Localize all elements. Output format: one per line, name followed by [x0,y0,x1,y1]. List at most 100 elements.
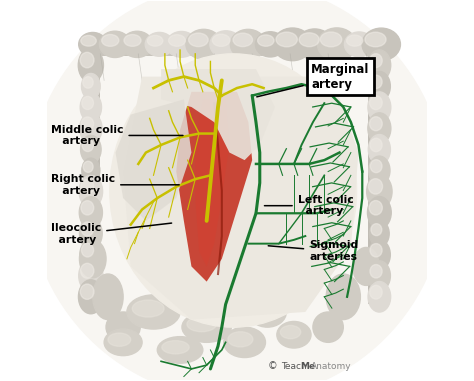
Ellipse shape [106,312,140,343]
Ellipse shape [318,28,356,61]
Ellipse shape [367,174,392,209]
Ellipse shape [367,197,391,229]
Ellipse shape [80,93,101,122]
Ellipse shape [370,243,382,257]
Polygon shape [368,50,381,304]
Ellipse shape [80,52,94,68]
Ellipse shape [280,325,301,339]
Polygon shape [85,40,389,56]
Ellipse shape [166,32,197,57]
Ellipse shape [78,280,103,314]
Ellipse shape [248,297,286,327]
Ellipse shape [210,31,242,58]
Ellipse shape [313,312,343,343]
Ellipse shape [346,35,363,46]
Ellipse shape [182,312,231,343]
Ellipse shape [82,139,93,152]
Ellipse shape [369,179,383,194]
Ellipse shape [370,54,382,67]
Ellipse shape [273,28,312,61]
Polygon shape [195,99,229,266]
Ellipse shape [82,74,100,99]
Ellipse shape [82,158,100,183]
Ellipse shape [169,35,185,46]
Ellipse shape [82,96,93,109]
Ellipse shape [230,29,266,59]
Ellipse shape [93,274,123,320]
Ellipse shape [326,274,360,320]
Polygon shape [116,99,191,221]
Ellipse shape [28,0,446,381]
Text: Me: Me [300,362,315,371]
Ellipse shape [370,285,382,299]
Polygon shape [123,77,358,320]
Ellipse shape [100,31,130,58]
Ellipse shape [157,337,203,363]
Ellipse shape [122,31,153,58]
Ellipse shape [368,50,391,80]
Text: Middle colic
   artery: Middle colic artery [51,125,183,146]
Ellipse shape [79,32,107,56]
Polygon shape [87,50,100,304]
Ellipse shape [370,117,382,131]
Ellipse shape [368,282,391,312]
Ellipse shape [147,35,163,46]
Ellipse shape [277,322,311,348]
Ellipse shape [104,329,142,355]
Text: Left colic
  artery: Left colic artery [264,195,354,216]
Ellipse shape [345,32,374,57]
Ellipse shape [212,34,230,46]
Ellipse shape [255,32,285,57]
Ellipse shape [79,259,103,292]
Ellipse shape [80,240,102,270]
Ellipse shape [162,341,189,354]
Ellipse shape [368,261,391,291]
Polygon shape [176,92,252,282]
Ellipse shape [233,33,253,46]
Ellipse shape [79,197,102,229]
Ellipse shape [368,240,390,269]
Ellipse shape [81,179,94,194]
Ellipse shape [80,240,106,278]
Ellipse shape [353,247,379,285]
Ellipse shape [82,243,93,257]
Ellipse shape [368,113,391,144]
Ellipse shape [132,300,164,317]
Ellipse shape [79,175,102,208]
Ellipse shape [368,72,390,101]
Ellipse shape [228,332,253,347]
Ellipse shape [368,134,391,164]
Ellipse shape [189,33,208,46]
Text: Marginal
artery: Marginal artery [257,62,369,97]
Ellipse shape [81,263,94,278]
Ellipse shape [370,264,382,278]
Ellipse shape [320,32,342,47]
Ellipse shape [252,301,275,317]
Ellipse shape [296,29,333,60]
Ellipse shape [83,77,93,88]
Ellipse shape [83,161,93,172]
Ellipse shape [370,96,382,110]
Ellipse shape [371,224,382,235]
Ellipse shape [145,32,173,56]
Ellipse shape [276,32,297,47]
Ellipse shape [369,156,390,185]
Text: ©: © [267,361,277,371]
Ellipse shape [187,317,217,332]
Ellipse shape [81,201,94,215]
Ellipse shape [365,32,386,47]
Ellipse shape [299,33,319,46]
Ellipse shape [80,218,102,249]
Ellipse shape [186,29,221,59]
Text: Sigmoid
arteries: Sigmoid arteries [268,240,358,262]
Ellipse shape [370,138,382,152]
Text: Ileocolic
  artery: Ileocolic artery [51,223,172,245]
Ellipse shape [81,222,94,236]
Ellipse shape [80,113,102,144]
Polygon shape [161,69,275,160]
Ellipse shape [110,54,356,327]
Ellipse shape [78,48,103,82]
Text: Anatomy: Anatomy [311,362,352,371]
Ellipse shape [108,333,131,346]
Ellipse shape [258,35,274,46]
